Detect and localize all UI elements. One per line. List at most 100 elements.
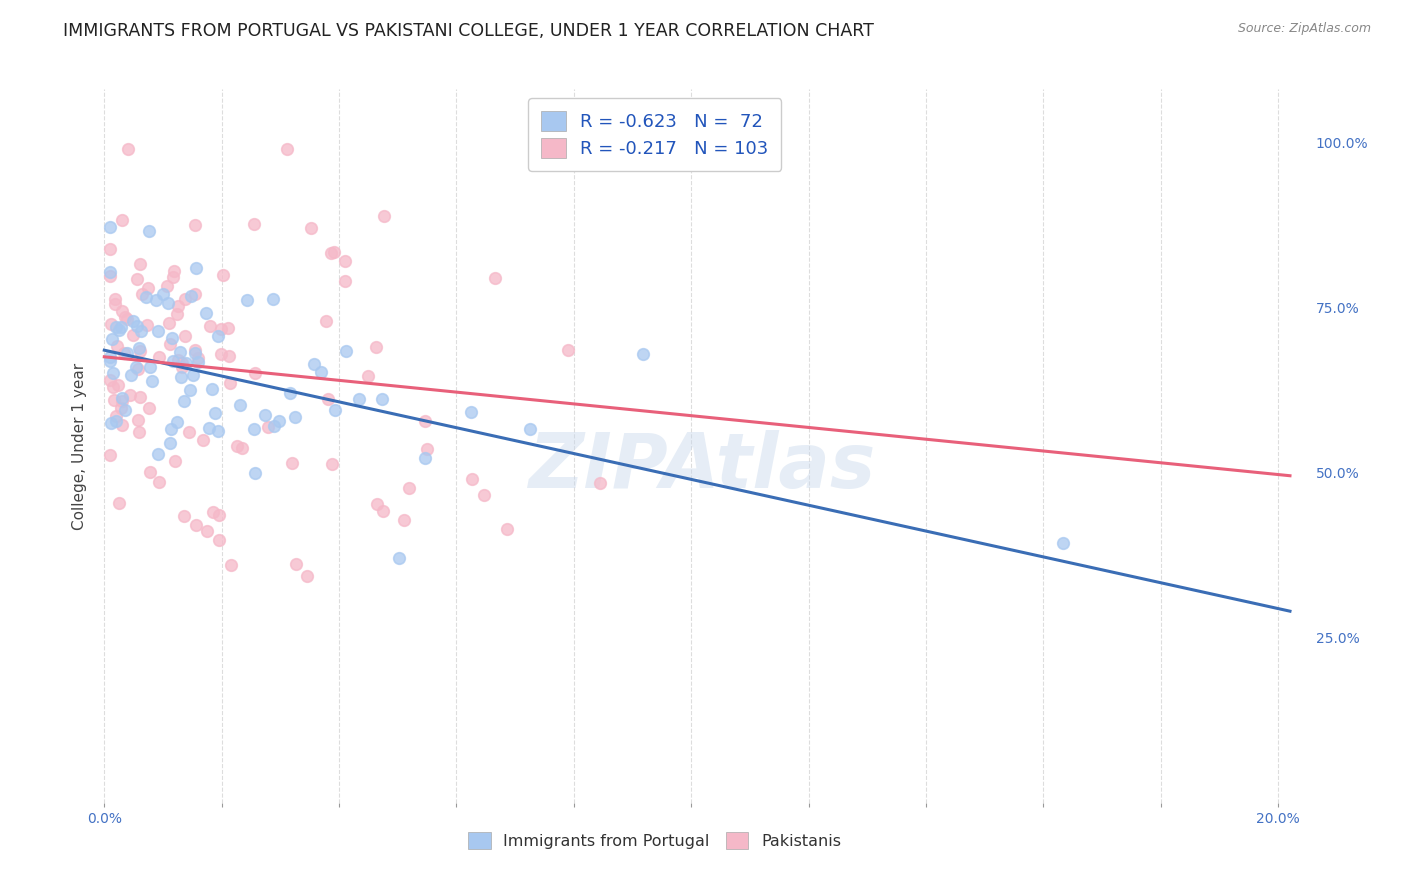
Point — [107, 378, 129, 392]
Point — [98, 264, 121, 278]
Point — [159, 436, 181, 450]
Point — [101, 332, 124, 346]
Point — [217, 320, 239, 334]
Point — [105, 414, 128, 428]
Point — [146, 447, 169, 461]
Point — [105, 319, 128, 334]
Point — [413, 414, 436, 428]
Point — [115, 345, 138, 359]
Point — [128, 344, 150, 359]
Point — [263, 418, 285, 433]
Point — [159, 422, 181, 436]
Point — [218, 350, 240, 364]
Point — [184, 517, 207, 532]
Point — [120, 368, 142, 382]
Point — [111, 394, 134, 409]
Point — [139, 465, 162, 479]
Point — [309, 365, 332, 379]
Point — [496, 522, 519, 536]
Point — [184, 343, 207, 357]
Point — [181, 368, 204, 383]
Point — [98, 354, 121, 368]
Point — [148, 350, 170, 364]
Point — [166, 307, 188, 321]
Point — [183, 345, 205, 359]
Point — [125, 318, 148, 333]
Point — [256, 420, 278, 434]
Text: Source: ZipAtlas.com: Source: ZipAtlas.com — [1237, 22, 1371, 36]
Point — [157, 316, 180, 330]
Point — [219, 376, 242, 391]
Point — [184, 261, 207, 276]
Point — [254, 409, 277, 423]
Point — [115, 312, 138, 326]
Point — [276, 142, 298, 156]
Point — [460, 405, 482, 419]
Point — [180, 288, 202, 302]
Point — [110, 320, 132, 334]
Point — [136, 318, 159, 332]
Point — [285, 558, 308, 572]
Point — [633, 347, 655, 361]
Point — [212, 268, 235, 283]
Point — [105, 339, 128, 353]
Point — [170, 356, 193, 370]
Point — [135, 290, 157, 304]
Point — [321, 245, 343, 260]
Point — [211, 321, 233, 335]
Point — [100, 317, 122, 331]
Point — [201, 505, 224, 519]
Point — [262, 292, 284, 306]
Point — [184, 287, 207, 301]
Point — [280, 456, 302, 470]
Point — [136, 281, 159, 295]
Point — [398, 481, 420, 495]
Point — [159, 337, 181, 351]
Point — [243, 218, 266, 232]
Point — [243, 422, 266, 436]
Point — [191, 433, 214, 447]
Point — [388, 551, 411, 566]
Point — [162, 354, 184, 368]
Point — [166, 415, 188, 429]
Point — [114, 402, 136, 417]
Point — [187, 351, 209, 366]
Point — [139, 360, 162, 375]
Point — [98, 242, 121, 256]
Point — [333, 253, 356, 268]
Point — [174, 356, 197, 370]
Point — [194, 305, 217, 319]
Point — [108, 323, 131, 337]
Point — [373, 209, 395, 223]
Point — [371, 504, 394, 518]
Point — [226, 439, 249, 453]
Text: ZIPAtlas: ZIPAtlas — [529, 431, 877, 504]
Point — [152, 287, 174, 301]
Point — [179, 383, 201, 397]
Point — [278, 386, 301, 401]
Point — [347, 392, 370, 407]
Point — [209, 347, 232, 361]
Point — [519, 422, 541, 436]
Point — [131, 287, 153, 301]
Point — [472, 488, 495, 502]
Point — [104, 409, 127, 423]
Point — [370, 392, 392, 407]
Point — [127, 362, 149, 376]
Point — [207, 329, 229, 343]
Point — [267, 414, 290, 428]
Point — [111, 391, 134, 405]
Point — [125, 272, 148, 286]
Point — [333, 274, 356, 288]
Point — [128, 390, 150, 404]
Point — [114, 310, 136, 324]
Point — [117, 142, 139, 156]
Point — [231, 441, 253, 455]
Point — [122, 328, 145, 343]
Point — [125, 360, 148, 375]
Point — [146, 324, 169, 338]
Point — [1052, 536, 1074, 550]
Point — [138, 224, 160, 238]
Point — [187, 355, 209, 369]
Point — [128, 341, 150, 355]
